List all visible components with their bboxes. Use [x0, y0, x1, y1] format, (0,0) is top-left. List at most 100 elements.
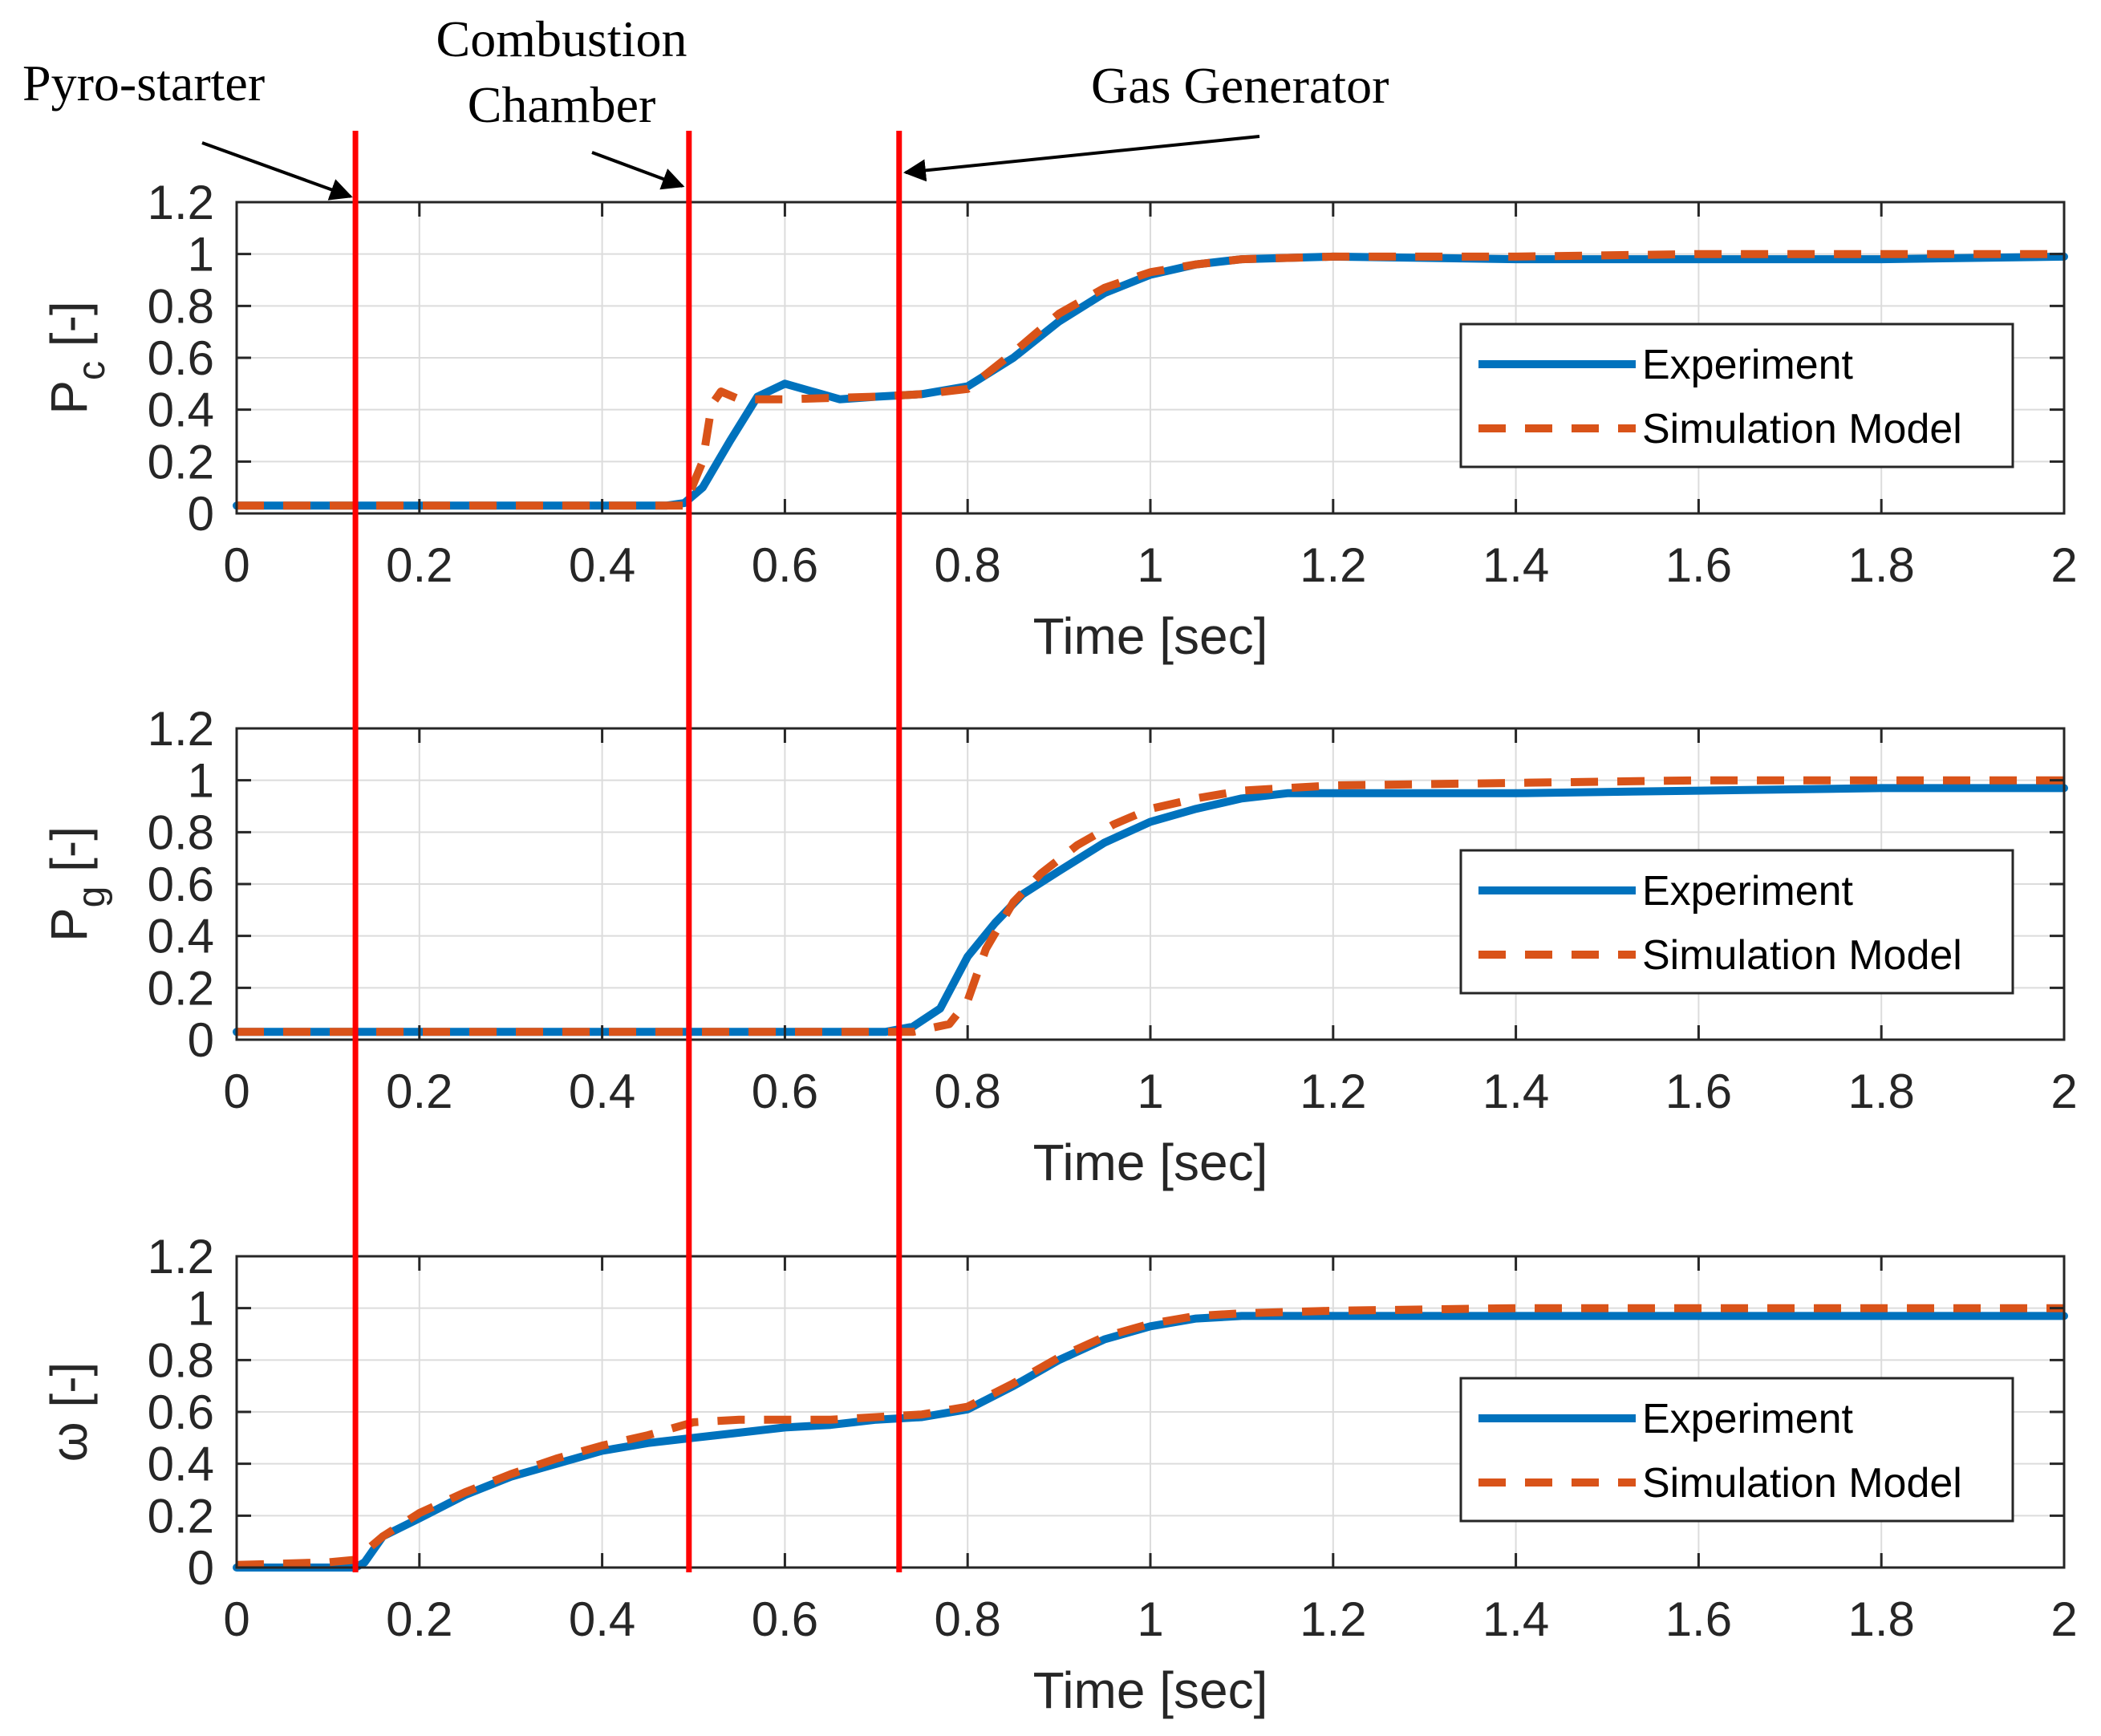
x-tick-label: 1.2 — [1300, 538, 1366, 592]
annotation-combustion-chamber-label-line2: Chamber — [468, 76, 656, 133]
x-tick-label: 1.2 — [1300, 1065, 1366, 1118]
series-line-experiment — [233, 1312, 2068, 1572]
y-tick-label: 0.8 — [148, 805, 214, 859]
x-tick-label: 0.2 — [386, 538, 452, 592]
x-tick-label: 0 — [223, 1065, 249, 1118]
annotation-arrow-gas-generator — [902, 135, 1260, 182]
x-tick-label: 0.2 — [386, 1065, 452, 1118]
event-lines — [352, 131, 902, 1572]
y-tick-label: 0 — [188, 1541, 214, 1595]
y-tick-label: 0.4 — [148, 1438, 214, 1491]
x-tick-label: 0.6 — [752, 538, 818, 592]
panels: 0 0.2 0.4 0.6 0.8 1 1.2 1.4 1.6 1.8 200.20.40.60.8… — [40, 176, 2078, 1719]
legend-label-experiment: Experiment — [1642, 342, 1854, 388]
x-axis-label: Time [sec] — [1033, 1134, 1268, 1191]
x-tick-label: 0.8 — [934, 538, 1000, 592]
legend-label-simulation-model: Simulation Model — [1642, 406, 1962, 452]
legend-label-experiment: Experiment — [1642, 868, 1854, 915]
x-tick-label: 2 — [2050, 1592, 2077, 1646]
x-tick-label: 2 — [2050, 1065, 2077, 1118]
legend-label-experiment: Experiment — [1642, 1396, 1854, 1442]
y-axis-label-main: P — [40, 380, 98, 415]
x-tick-label: 0 — [223, 538, 249, 592]
x-tick-label: 0.6 — [752, 1592, 818, 1646]
y-tick-label: 0.8 — [148, 1333, 214, 1387]
x-tick-label: 0.4 — [569, 1065, 635, 1118]
y-axis-label-unit: [-] — [40, 826, 98, 886]
annotation-gas-generator-label: Gas Generator — [1091, 57, 1389, 114]
legend: Experiment Simulation Model — [1459, 1377, 2014, 1523]
x-tick-label: 1.6 — [1665, 1065, 1732, 1118]
x-tick-label: 1.2 — [1300, 1592, 1366, 1646]
x-tick-label: 0.8 — [934, 1592, 1000, 1646]
annotation-arrow-pyro-starter — [201, 141, 353, 201]
x-axis-label: Time [sec] — [1033, 607, 1268, 665]
y-tick-label: 1 — [188, 754, 214, 808]
series-line-simulation-model — [237, 776, 2064, 1036]
legend-box — [1459, 1377, 2014, 1523]
legend-label-simulation-model: Simulation Model — [1642, 1460, 1962, 1507]
y-axis-label-subscript: g — [71, 886, 113, 908]
x-tick-label: 0.4 — [569, 1592, 635, 1646]
x-tick-label: 1 — [1137, 1065, 1163, 1118]
y-tick-label: 0.4 — [148, 910, 214, 963]
panel-3: 0 0.2 0.4 0.6 0.8 1 1.2 1.4 1.6 1.8 200.20.40.60.8… — [40, 1230, 2078, 1719]
x-tick-label: 1.8 — [1848, 1592, 1914, 1646]
x-tick-label: 2 — [2050, 538, 2077, 592]
annotation-combustion-chamber: Combustion Chamber — [436, 10, 687, 133]
series-line-experiment — [233, 784, 2068, 1036]
y-axis-label-unit: [-] — [40, 301, 98, 361]
x-tick-label: 1.4 — [1482, 1592, 1549, 1646]
x-tick-label: 0.6 — [752, 1065, 818, 1118]
y-axis-label-subscript: c — [71, 361, 113, 380]
legend-box — [1459, 322, 2014, 468]
y-axis-label: ω [-] — [40, 1362, 98, 1462]
annotation-pyro-starter-label: Pyro-starter — [22, 55, 265, 112]
legend: Experiment Simulation Model — [1459, 849, 2014, 995]
annotation-gas-generator: Gas Generator — [1091, 57, 1389, 114]
annotation-combustion-chamber-label-line1: Combustion — [436, 10, 687, 67]
x-tick-label: 0.4 — [569, 538, 635, 592]
y-tick-label: 0.2 — [148, 961, 214, 1015]
legend: Experiment Simulation Model — [1459, 322, 2014, 468]
x-tick-label: 0 — [223, 1592, 249, 1646]
y-tick-label: 0 — [188, 487, 214, 541]
y-tick-label: 0.6 — [148, 331, 214, 385]
y-tick-label: 0.4 — [148, 383, 214, 437]
x-axis-label: Time [sec] — [1033, 1661, 1268, 1719]
y-tick-label: 1 — [188, 1282, 214, 1336]
y-axis-label: Pg [-] — [40, 826, 113, 942]
y-tick-label: 0 — [188, 1013, 214, 1067]
x-tick-label: 1.4 — [1482, 1065, 1549, 1118]
y-axis-label-main: P — [40, 907, 98, 942]
x-tick-label: 0.2 — [386, 1592, 452, 1646]
x-tick-label: 1.6 — [1665, 538, 1732, 592]
y-tick-label: 1.2 — [148, 1230, 214, 1284]
legend-box — [1459, 849, 2014, 995]
y-tick-label: 0.6 — [148, 1385, 214, 1439]
y-tick-label: 0.2 — [148, 1489, 214, 1543]
y-axis-label: Pc [-] — [40, 301, 113, 414]
x-tick-label: 0.8 — [934, 1065, 1000, 1118]
annotation-arrows — [201, 135, 1260, 201]
x-tick-label: 1.8 — [1848, 1065, 1914, 1118]
annotation-arrow-combustion-chamber — [591, 151, 685, 190]
y-axis-label-unit: [-] — [40, 1362, 98, 1422]
annotation-pyro-starter: Pyro-starter — [22, 55, 265, 112]
x-tick-label: 1.4 — [1482, 538, 1549, 592]
x-tick-label: 1 — [1137, 1592, 1163, 1646]
y-tick-label: 1.2 — [148, 702, 214, 756]
y-axis-label-main: ω — [40, 1422, 98, 1462]
panel-2: 0 0.2 0.4 0.6 0.8 1 1.2 1.4 1.6 1.8 200.20.40.60.8… — [40, 702, 2078, 1191]
x-tick-label: 1 — [1137, 538, 1163, 592]
x-tick-label: 1.8 — [1848, 538, 1914, 592]
y-tick-label: 0.6 — [148, 858, 214, 911]
series-line-simulation-model — [237, 249, 2064, 510]
y-tick-label: 1 — [188, 228, 214, 282]
x-tick-label: 1.6 — [1665, 1592, 1732, 1646]
panel-1: 0 0.2 0.4 0.6 0.8 1 1.2 1.4 1.6 1.8 200.20.40.60.8… — [40, 176, 2078, 665]
y-tick-label: 1.2 — [148, 176, 214, 229]
y-tick-label: 0.8 — [148, 279, 214, 333]
legend-label-simulation-model: Simulation Model — [1642, 932, 1962, 979]
